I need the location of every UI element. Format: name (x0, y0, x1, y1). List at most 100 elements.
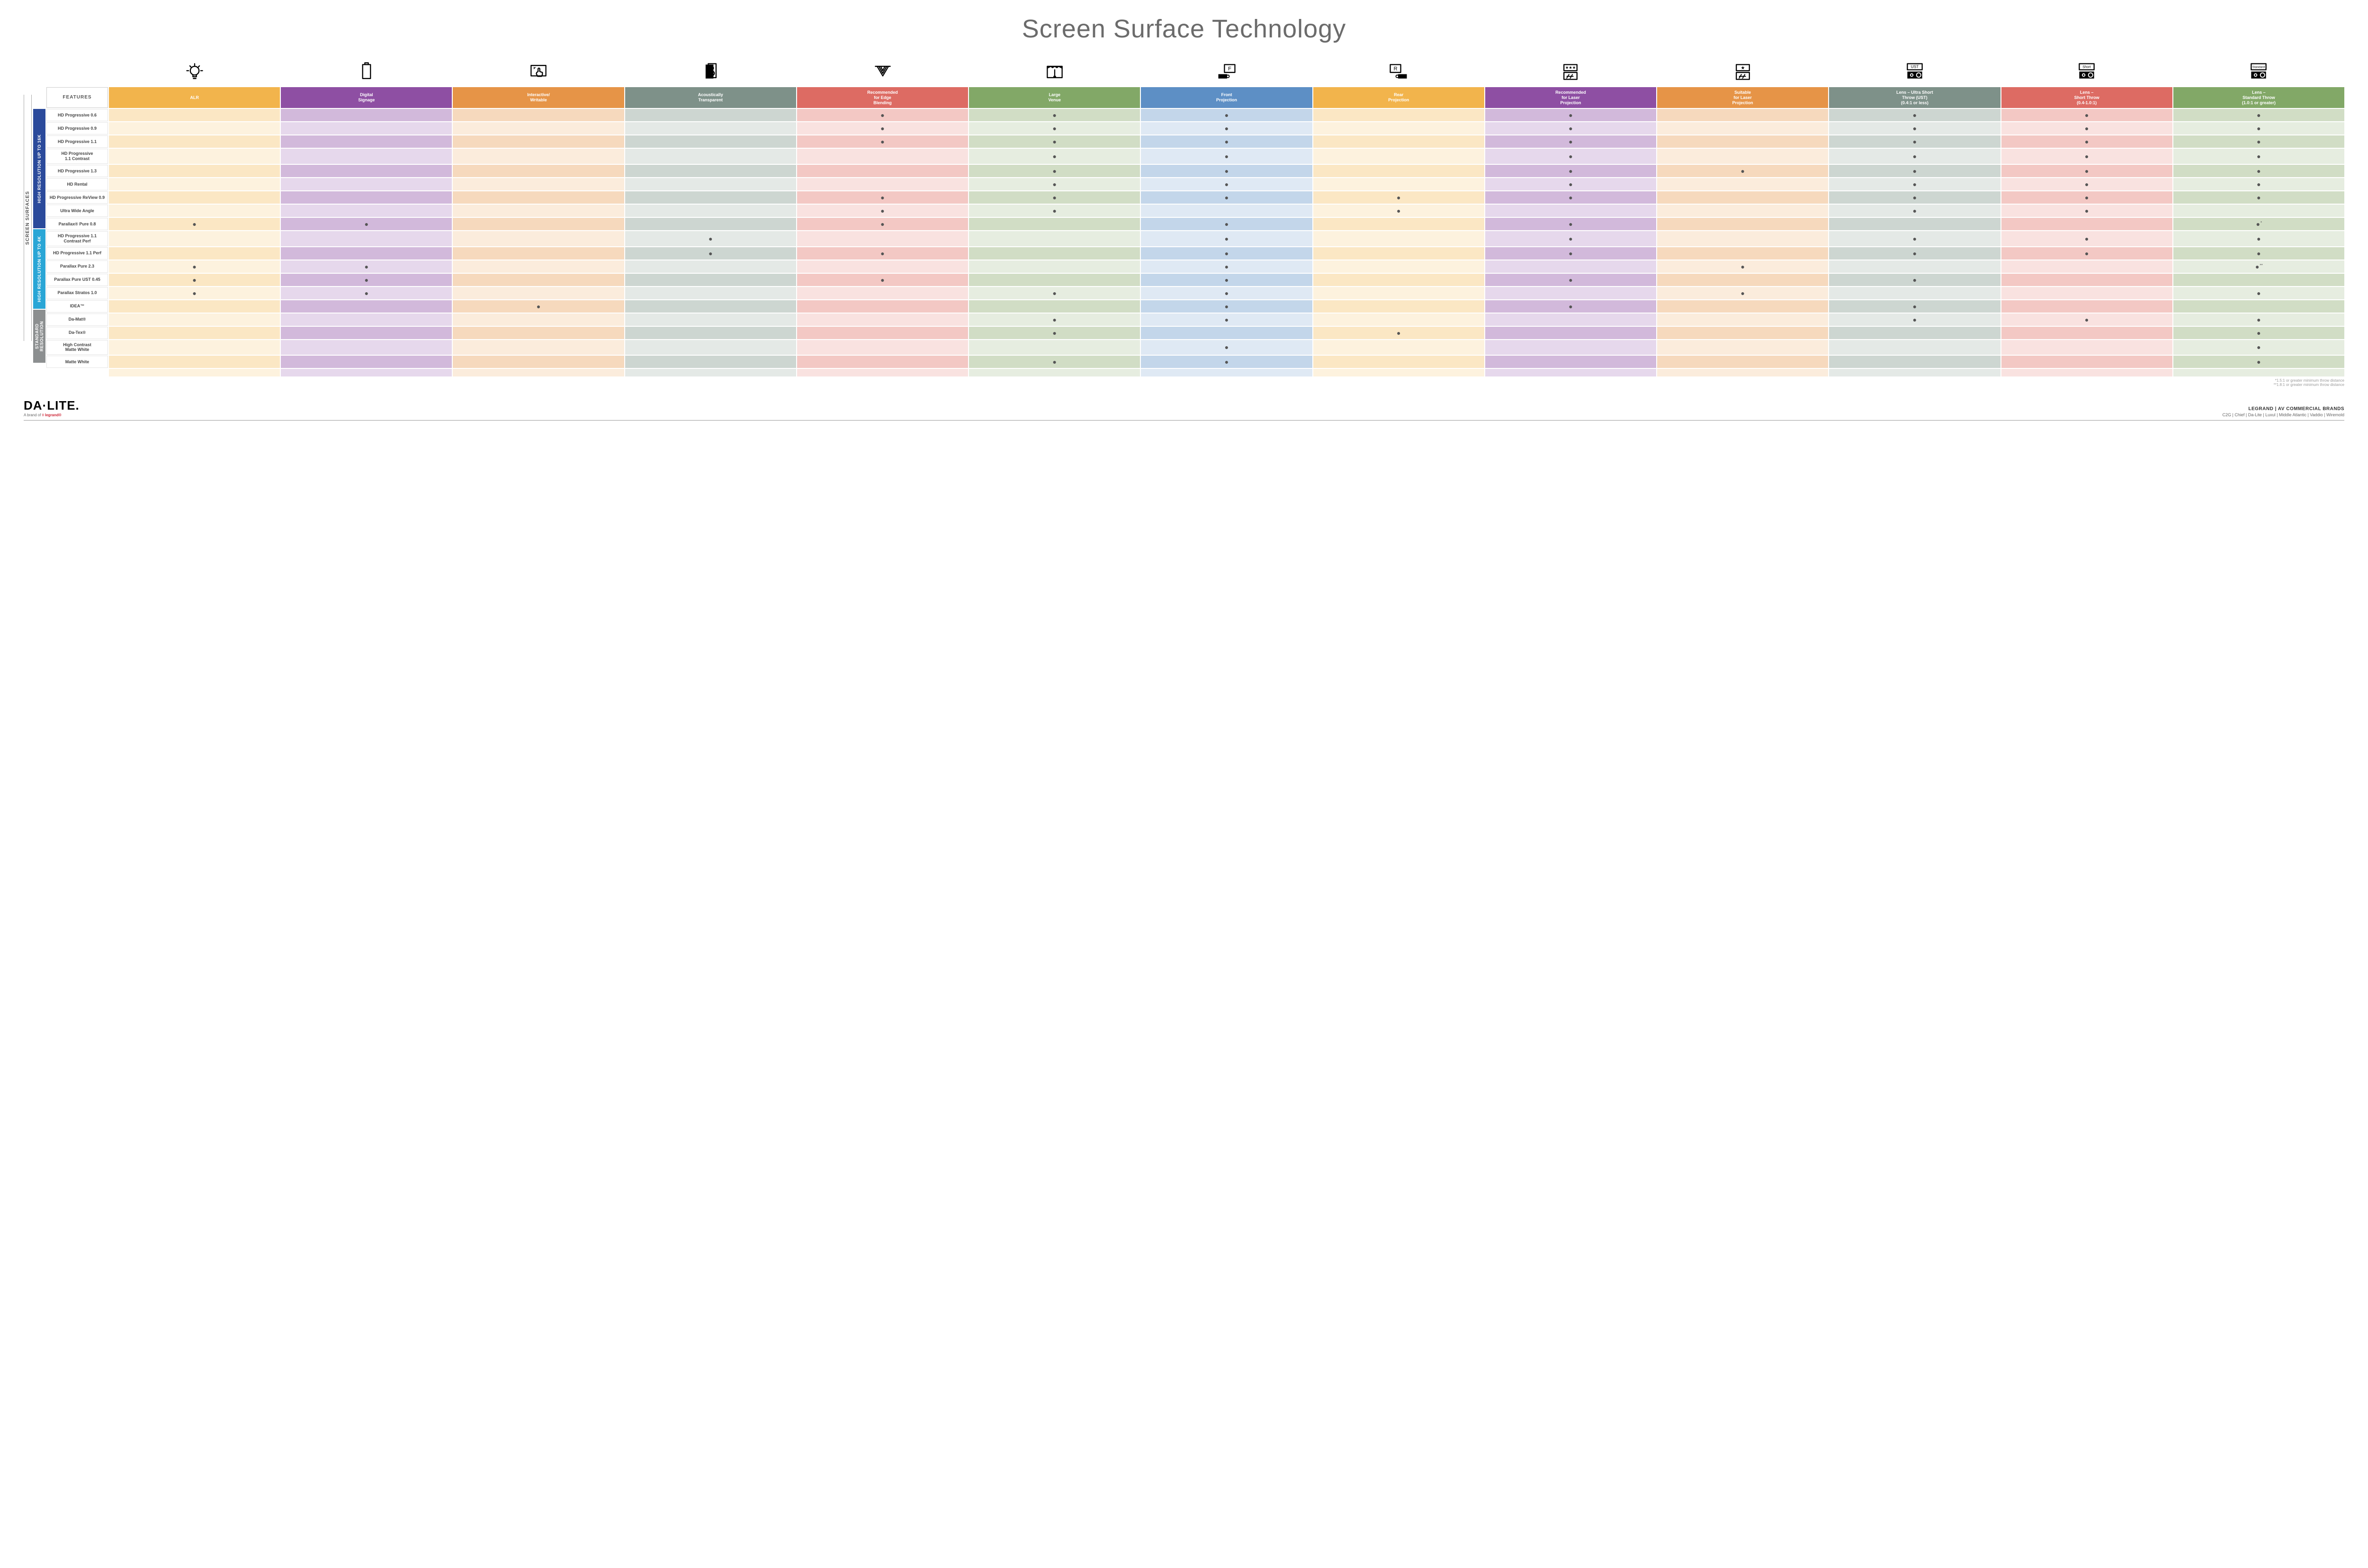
group-label: STANDARDRESOLUTION (33, 310, 45, 363)
data-cell (453, 356, 624, 368)
data-cell (1313, 260, 1484, 273)
data-cell: ● (1829, 205, 2000, 217)
data-cell (625, 205, 796, 217)
data-cell (625, 218, 796, 230)
data-cell (2173, 300, 2344, 313)
table-row: Ultra Wide Angle●●●●● (46, 205, 2344, 217)
data-cell: ● (969, 122, 1140, 134)
table-row: Matte White●●● (46, 356, 2344, 368)
data-cell (625, 314, 796, 326)
spacer-row (46, 369, 2344, 376)
data-cell (281, 178, 452, 190)
table-row: Parallax Stratos 1.0●●●●●● (46, 287, 2344, 299)
data-cell (1313, 314, 1484, 326)
data-cell: ● (281, 287, 452, 299)
icon-row: FR★★★★USTShortStandard (46, 58, 2344, 86)
data-cell: ● (109, 274, 280, 286)
data-cell (109, 178, 280, 190)
page-title: Screen Surface Technology (24, 14, 2344, 44)
row-label: Da-Mat® (46, 314, 108, 326)
data-cell (1485, 287, 1656, 299)
column-header: Recommendedfor LaserProjection (1485, 87, 1656, 108)
data-cell (2001, 274, 2172, 286)
data-cell (1657, 314, 1828, 326)
data-cell (453, 287, 624, 299)
data-cell: ● (1485, 135, 1656, 148)
data-cell (453, 205, 624, 217)
data-cell: ● (2001, 247, 2172, 260)
table-row: Parallax® Pure 0.8●●●●●●* (46, 218, 2344, 230)
data-cell: ● (1829, 109, 2000, 121)
svg-text:UST: UST (1911, 65, 1919, 69)
data-cell (625, 287, 796, 299)
data-cell (2001, 218, 2172, 230)
data-cell: ● (1829, 165, 2000, 177)
data-cell: ● (1485, 149, 1656, 164)
front-icon: F (1141, 58, 1312, 86)
row-label: HD Progressive1.1 Contrast (46, 149, 108, 164)
data-cell (453, 122, 624, 134)
data-cell: ● (1141, 191, 1312, 204)
data-cell (2001, 340, 2172, 355)
data-cell (969, 247, 1140, 260)
data-cell: ● (281, 218, 452, 230)
data-cell (453, 260, 624, 273)
row-label: High ContrastMatte White (46, 340, 108, 355)
rear-icon: R (1313, 58, 1484, 86)
row-label: HD Progressive 1.1Contrast Perf (46, 231, 108, 246)
data-cell (797, 165, 968, 177)
data-cell: ● (797, 247, 968, 260)
footer-brands: LEGRAND | AV COMMERCIAL BRANDS C2G | Chi… (2223, 406, 2344, 417)
row-label: HD Rental (46, 178, 108, 190)
row-label: IDEA™ (46, 300, 108, 313)
table-row: HD Progressive 1.1Contrast Perf●●●●●● (46, 231, 2344, 246)
data-cell: ● (1829, 314, 2000, 326)
data-cell (453, 178, 624, 190)
data-cell (109, 109, 280, 121)
data-cell: ● (2173, 178, 2344, 190)
data-cell: ● (109, 287, 280, 299)
data-cell (969, 218, 1140, 230)
data-cell (625, 191, 796, 204)
data-cell (1313, 356, 1484, 368)
ust-icon: UST (1829, 58, 2000, 86)
data-cell: ● (797, 135, 968, 148)
data-cell (625, 356, 796, 368)
data-cell: ● (281, 260, 452, 273)
data-cell (1313, 247, 1484, 260)
data-cell (281, 247, 452, 260)
table-row: HD Progressive 0.6●●●●●●● (46, 109, 2344, 121)
data-cell: ● (1485, 109, 1656, 121)
data-cell: ● (2001, 314, 2172, 326)
data-cell: ● (1829, 122, 2000, 134)
data-cell (797, 178, 968, 190)
data-cell: ● (1829, 231, 2000, 246)
data-cell (1485, 314, 1656, 326)
data-cell: ● (969, 205, 1140, 217)
signage-icon (281, 58, 452, 86)
data-cell (2001, 300, 2172, 313)
data-cell: ● (2173, 122, 2344, 134)
footnotes: *1.5:1 or greater minimum throw distance… (24, 378, 2344, 387)
data-cell (1313, 340, 1484, 355)
data-cell: ● (2173, 314, 2344, 326)
data-cell: ● (1141, 340, 1312, 355)
data-cell: ● (2001, 109, 2172, 121)
data-cell: ● (1829, 135, 2000, 148)
svg-text:Standard: Standard (2252, 66, 2265, 69)
data-cell: ● (625, 231, 796, 246)
data-cell: ● (1829, 191, 2000, 204)
data-cell: ● (2001, 135, 2172, 148)
column-header: Recommendedfor EdgeBlending (797, 87, 968, 108)
data-cell (281, 314, 452, 326)
data-cell (1313, 300, 1484, 313)
data-cell (797, 340, 968, 355)
data-cell (281, 340, 452, 355)
data-cell (1313, 149, 1484, 164)
data-cell (1657, 218, 1828, 230)
row-label: Matte White (46, 356, 108, 368)
data-cell (109, 205, 280, 217)
table-row: HD Progressive1.1 Contrast●●●●●● (46, 149, 2344, 164)
data-cell (797, 231, 968, 246)
data-cell (1485, 356, 1656, 368)
